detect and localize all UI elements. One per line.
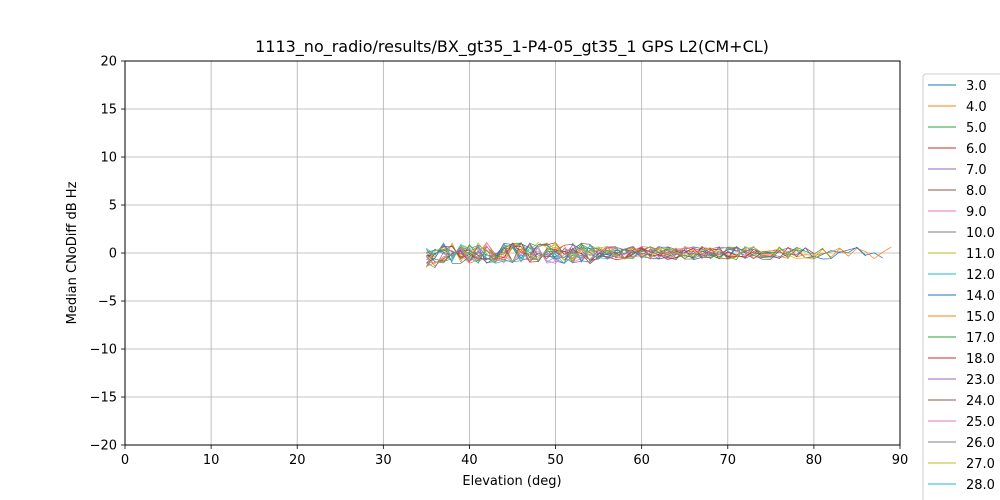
- series-line-28.0: [426, 242, 625, 264]
- legend-label: 3.0: [966, 79, 987, 94]
- legend-label: 27.0: [966, 457, 995, 472]
- x-tick-label: 30: [375, 453, 392, 468]
- y-tick-label: −5: [98, 295, 117, 310]
- series-line-24.0: [426, 241, 737, 264]
- series-line-25.0: [426, 244, 711, 264]
- series-line-27.0: [426, 242, 823, 267]
- y-axis-label: Median CNoDiff dB Hz: [65, 181, 80, 324]
- x-axis-label: Elevation (deg): [462, 474, 561, 489]
- legend-label: 26.0: [966, 436, 995, 451]
- legend-label: 18.0: [966, 352, 995, 367]
- legend-label: 15.0: [966, 310, 995, 325]
- legend: 3.0 4.0 5.0 6.0 7.0 8.0 9.0 10.0 11.0 12.0 14.0 15.…: [922, 73, 1000, 500]
- x-tick-label: 60: [633, 453, 650, 468]
- legend-label: 28.0: [966, 478, 995, 493]
- x-tick-label: 50: [547, 453, 564, 468]
- y-tick-label: −15: [90, 391, 117, 406]
- legend-label: 10.0: [966, 226, 995, 241]
- y-tick-label: 15: [100, 103, 117, 118]
- legend-label: 24.0: [966, 394, 995, 409]
- legend-label: 12.0: [966, 268, 995, 283]
- x-tick-label: 20: [289, 453, 306, 468]
- legend-label: 9.0: [966, 205, 987, 220]
- legend-label: 25.0: [966, 415, 995, 430]
- chart-title: 1113_no_radio/results/BX_gt35_1-P4-05_gt…: [255, 37, 769, 57]
- legend-label: 11.0: [966, 247, 995, 262]
- x-tick-label: 90: [892, 453, 909, 468]
- x-tick-label: 80: [806, 453, 823, 468]
- legend-label: 14.0: [966, 289, 995, 304]
- y-tick-label: −20: [90, 439, 117, 454]
- y-tick-label: 20: [100, 55, 117, 70]
- legend-label: 23.0: [966, 373, 995, 388]
- legend-label: 4.0: [966, 100, 987, 115]
- legend-label: 7.0: [966, 163, 987, 178]
- legend-box: [922, 73, 1000, 500]
- y-tick-label: −10: [90, 343, 117, 358]
- x-tick-label: 70: [720, 453, 737, 468]
- x-tick-label: 10: [203, 453, 220, 468]
- series-line-14.0: [426, 242, 866, 264]
- y-tick-label: 0: [109, 247, 117, 262]
- y-tick-label: 10: [100, 151, 117, 166]
- legend-label: 6.0: [966, 142, 987, 157]
- legend-label: 17.0: [966, 331, 995, 346]
- x-tick-label: 0: [121, 453, 129, 468]
- series-group: [426, 241, 892, 269]
- legend-label: 8.0: [966, 184, 987, 199]
- legend-label: 5.0: [966, 121, 987, 136]
- x-tick-label: 40: [461, 453, 478, 468]
- y-tick-label: 5: [109, 199, 117, 214]
